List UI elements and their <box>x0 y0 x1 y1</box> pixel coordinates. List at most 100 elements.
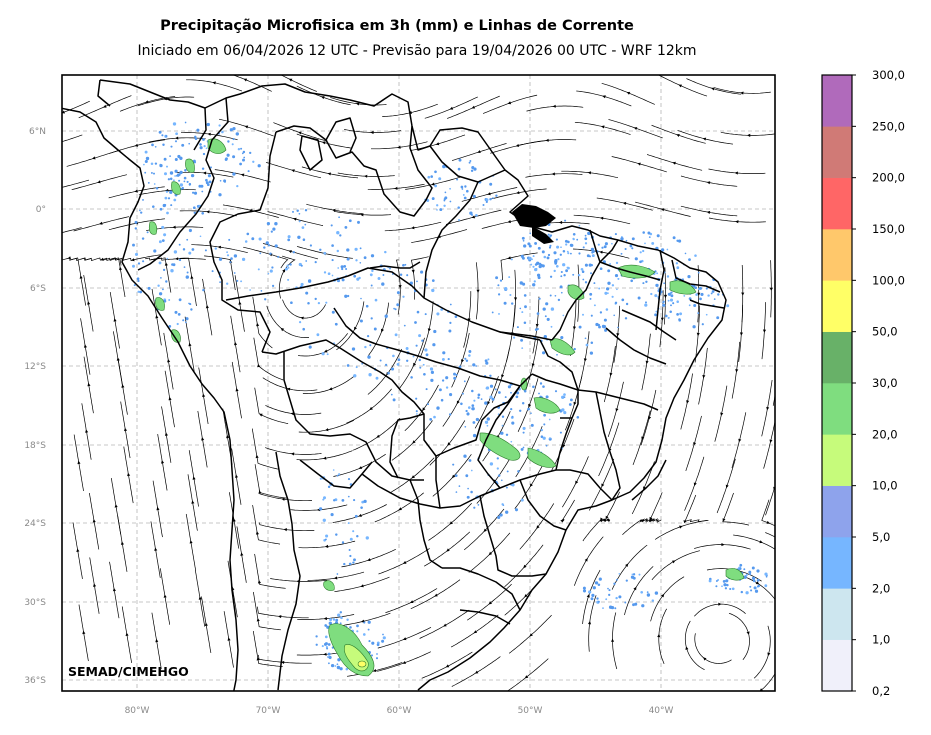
precip-dot <box>257 268 260 271</box>
streamline-arrow <box>735 369 739 373</box>
precip-dot <box>347 294 350 298</box>
streamline-arrow <box>360 213 364 217</box>
precip-dot <box>441 357 445 361</box>
precip-dot <box>365 536 369 540</box>
streamline-arrow <box>575 480 579 485</box>
streamline-arrow <box>625 563 629 567</box>
colorbar-label: 250,0 <box>872 119 905 133</box>
precip-dot <box>650 292 653 296</box>
precip-dot <box>475 417 480 422</box>
precip-dot <box>167 178 171 181</box>
precip-dot <box>330 513 334 517</box>
precip-dot <box>672 236 676 240</box>
precip-dot <box>335 533 338 536</box>
precip-dot <box>541 264 545 268</box>
precip-dot <box>188 182 192 186</box>
precip-dot <box>625 302 629 306</box>
precip-dot <box>163 233 167 237</box>
precip-dot <box>173 250 178 254</box>
precip-dot <box>519 307 522 310</box>
precip-dot <box>505 486 508 489</box>
precip-dot <box>190 173 195 178</box>
precip-dot <box>557 298 561 302</box>
precip-dot <box>503 301 507 305</box>
precip-dot <box>590 264 594 267</box>
streamline-arrow <box>235 474 238 478</box>
precip-dot <box>559 285 563 289</box>
precip-dot <box>163 299 167 303</box>
precip-dot <box>302 327 306 331</box>
streamline-arrow <box>191 500 195 504</box>
precip-dot <box>472 363 476 367</box>
colorbar-segment <box>822 383 852 435</box>
streamline-arrow <box>572 326 576 330</box>
streamline-arrow <box>398 285 402 289</box>
streamline-arrow <box>599 250 603 254</box>
streamline-arrow <box>175 136 179 140</box>
precip-dot <box>193 161 197 164</box>
precip-dot <box>329 622 332 625</box>
precip-dot <box>144 171 147 174</box>
precip-dot <box>286 264 289 267</box>
precip-dot <box>510 258 513 261</box>
precip-dot <box>449 321 452 324</box>
streamline-arrow <box>127 472 131 477</box>
streamline-arrow <box>671 560 676 564</box>
precip-dot <box>489 197 492 201</box>
streamline-arrow <box>686 400 690 404</box>
streamline-arrow <box>721 543 725 547</box>
precip-dot <box>489 462 494 466</box>
precip-dot <box>470 490 473 494</box>
precip-dot <box>327 652 331 656</box>
precip-dot <box>211 270 214 273</box>
precip-dot <box>239 162 242 166</box>
streamline-arrow <box>443 623 447 627</box>
streamline-arrow <box>87 382 91 387</box>
precip-dot <box>498 312 500 315</box>
precip-dot <box>165 135 168 137</box>
streamline-arrow <box>587 171 592 175</box>
precip-dot <box>269 269 273 273</box>
precip-dot <box>231 143 234 146</box>
streamline-arrow <box>645 360 649 365</box>
precip-dot <box>352 561 355 564</box>
precip-dot <box>484 359 488 363</box>
streamline-arrow <box>679 525 683 529</box>
streamline-arrow <box>529 633 533 637</box>
precip-dot <box>390 393 393 396</box>
precip-dot <box>489 395 493 399</box>
streamline-arrow <box>501 374 505 378</box>
streamline-arrow <box>528 403 532 408</box>
streamline-arrow <box>588 620 592 625</box>
precip-dot <box>326 353 329 356</box>
precip-dot <box>534 241 538 245</box>
streamline-arrow <box>226 434 230 439</box>
precip-dot <box>670 294 674 298</box>
streamline-arrow <box>722 518 726 522</box>
precip-dot <box>522 282 526 286</box>
precip-dot <box>511 483 515 487</box>
streamline-arrow <box>558 220 563 224</box>
precip-dot <box>174 169 178 173</box>
precip-dot <box>729 587 732 591</box>
precip-dot <box>182 319 185 322</box>
precip-dot <box>242 150 246 154</box>
precip-dot <box>174 175 176 177</box>
precip-dot <box>469 160 472 162</box>
streamline-arrow <box>703 657 707 661</box>
precip-dot <box>233 254 238 258</box>
precip-dot <box>543 423 546 426</box>
precip-dot <box>382 274 385 276</box>
streamline-arrow <box>693 442 697 446</box>
precip-dot <box>604 291 608 295</box>
precip-dot <box>615 596 618 600</box>
precip-dot <box>654 294 658 298</box>
precip-dot <box>191 191 195 194</box>
precip-dot <box>597 600 600 603</box>
precip-dot <box>147 286 151 290</box>
precip-dot <box>560 275 563 278</box>
precip-dot <box>226 251 228 254</box>
precip-dot <box>462 193 465 196</box>
precip-dot <box>532 255 535 258</box>
precip-dot <box>497 413 500 416</box>
